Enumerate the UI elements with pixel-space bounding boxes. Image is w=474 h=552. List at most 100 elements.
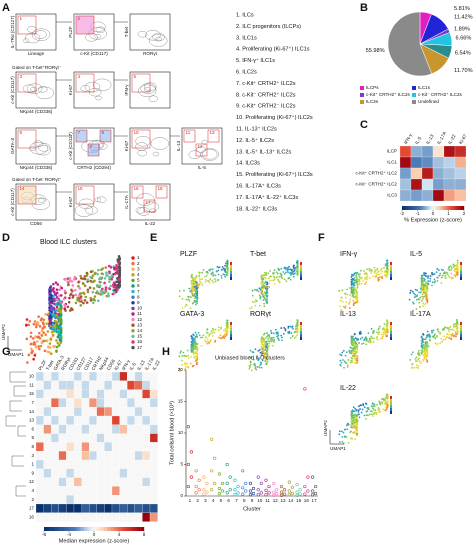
umap-point: [433, 281, 436, 284]
gate: [183, 129, 196, 143]
umap-point: [296, 328, 299, 331]
axis-label: Total cells/ml blood (×10³): [169, 401, 175, 465]
slice-label: 11.42%: [454, 15, 473, 21]
panel-letter: C: [360, 119, 368, 131]
umap-point: [194, 331, 197, 334]
umap-point: [37, 345, 40, 348]
heatmap-cell: [96, 424, 105, 434]
umap-point: [251, 294, 254, 297]
umap-point: [456, 261, 459, 264]
umap-point: [360, 282, 363, 285]
heatmap-cell: [89, 512, 97, 522]
heatmap-cell: [119, 512, 128, 522]
heatmap-cell: [66, 371, 75, 381]
umap-point: [267, 340, 269, 343]
dot: [220, 489, 225, 493]
colorbar-step: [124, 527, 128, 531]
umap-point: [420, 283, 423, 286]
umap-point: [418, 360, 421, 363]
umap-point: [218, 326, 220, 329]
legend-label: 13: [137, 322, 143, 327]
heatmap-cell: [89, 407, 97, 417]
mini-colorbar: [460, 328, 462, 331]
umap-point: [98, 284, 102, 288]
umap-point: [419, 296, 422, 299]
umap-point: [367, 332, 370, 335]
heatmap-cell: [134, 512, 143, 522]
dot: [202, 488, 206, 492]
umap-point: [423, 346, 426, 349]
dendrogram: [9, 371, 26, 383]
umap-point: [113, 268, 117, 271]
umap-point: [210, 330, 213, 333]
umap-point: [450, 272, 453, 275]
heatmap-cell: [35, 477, 44, 487]
umap-point: [278, 281, 281, 284]
heatmap-cell: [142, 407, 151, 417]
row-label: 11: [29, 382, 34, 387]
umap-point: [43, 339, 47, 343]
colorbar-tick-label: 0: [93, 532, 96, 537]
heatmap-cell: [35, 380, 44, 390]
umap-point: [371, 337, 374, 340]
row-label: 10: [29, 374, 35, 379]
colorbar-step: [74, 527, 78, 531]
heatmap-cell: [127, 442, 135, 452]
umap-point: [58, 299, 61, 302]
umap-point: [454, 330, 457, 333]
umap-point: [191, 341, 194, 343]
umap-point: [193, 299, 196, 302]
umap-point: [192, 334, 195, 337]
heatmap-cell: [119, 495, 128, 505]
umap-point: [287, 326, 290, 329]
umap-point: [202, 334, 205, 337]
umap-point: [223, 269, 226, 272]
heatmap-cell: [89, 424, 97, 434]
umap-point: [116, 270, 119, 273]
heatmap-cell: [43, 459, 52, 469]
umap-point: [258, 366, 261, 369]
umap-point: [272, 279, 275, 282]
umap-point: [263, 356, 266, 358]
heatmap-cell: [119, 442, 128, 452]
heatmap-cell: [142, 468, 151, 478]
umap-point: [456, 327, 459, 330]
umap-point: [208, 333, 211, 336]
slice-label: 6.54%: [455, 51, 471, 57]
heatmap-cell: [142, 486, 151, 496]
heatmap-cell: [421, 145, 434, 158]
umap-point: [421, 339, 424, 342]
umap-point: [264, 294, 266, 297]
umap-point: [452, 263, 455, 266]
umap-point: [212, 273, 215, 276]
umap-point: [93, 295, 97, 298]
umap-point: [434, 342, 437, 345]
umap-point: [378, 408, 381, 410]
umap-point: [205, 331, 208, 334]
heatmap-cell: [35, 433, 44, 443]
legend-label: 10: [137, 306, 143, 311]
umap-point: [443, 328, 446, 331]
dot: [259, 491, 263, 495]
umap-point: [189, 307, 192, 309]
colorbar-step: [455, 206, 458, 210]
contour: [136, 193, 155, 206]
umap-point: [266, 361, 268, 364]
umap-point: [422, 284, 424, 287]
umap-point: [423, 303, 426, 306]
colorbar-step: [137, 527, 141, 531]
umap-point: [201, 278, 204, 281]
legend-label: 16: [137, 339, 143, 344]
legend-dot: [131, 301, 135, 305]
umap-point: [58, 288, 61, 291]
umap-point: [295, 325, 297, 328]
umap-point: [257, 359, 260, 362]
umap-point: [53, 345, 56, 348]
heatmap-cell: [134, 407, 143, 417]
umap-point: [426, 330, 429, 333]
umap-point: [418, 291, 421, 294]
dot: [264, 488, 268, 492]
umap-point: [115, 280, 118, 284]
umap-point: [76, 298, 79, 302]
umap-point: [258, 294, 261, 297]
